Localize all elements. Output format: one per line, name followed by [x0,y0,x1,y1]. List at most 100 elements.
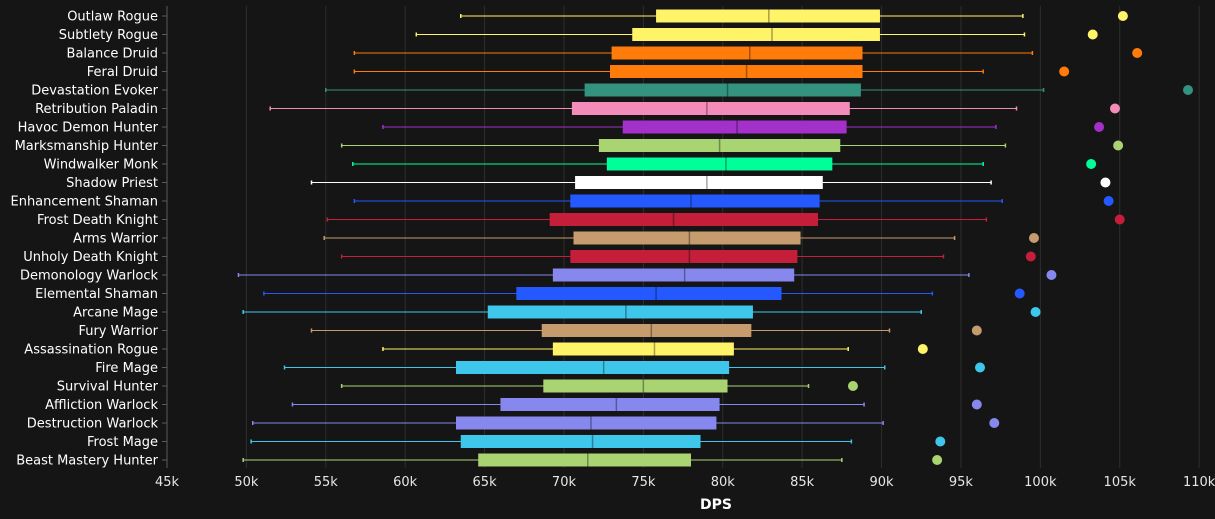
outlier-point [1086,159,1097,169]
category-label: Beast Mastery Hunter [16,454,158,469]
outlier-point [1094,122,1105,132]
iqr-box [606,157,833,171]
box-group [353,65,1070,78]
iqr-box [455,416,717,430]
iqr-box [575,176,823,189]
box-group [242,305,1041,319]
category-label: Balance Druid [67,47,158,62]
iqr-box [541,324,752,337]
iqr-box [549,213,819,226]
x-tick-label: 80k [711,475,736,490]
box-group [325,83,1194,97]
outlier-point [989,418,1000,428]
box-group [251,416,1000,430]
category-label: Havoc Demon Hunter [18,121,159,136]
outlier-point [1030,307,1041,317]
outlier-point [1117,11,1128,21]
x-tick-label: 60k [393,475,418,490]
category-label: Survival Hunter [57,380,159,395]
outlier-point [974,362,985,373]
iqr-box [455,361,730,374]
iqr-box [584,83,861,97]
x-tick-label: 75k [631,475,656,490]
category-label: Devastation Evoker [31,84,158,99]
outlier-point [847,381,858,391]
outlier-point [1087,29,1098,40]
box-group [340,379,858,393]
outlier-point [1025,251,1036,262]
box-group [269,102,1120,115]
box-group [310,324,982,337]
category-label: Destruction Warlock [27,417,159,432]
outlier-point [932,455,943,465]
iqr-box [573,231,801,245]
iqr-box [500,398,720,411]
x-tick-label: 50k [234,475,259,490]
iqr-box [610,65,863,78]
x-tick-label: 55k [314,475,339,490]
box-group [263,287,1025,300]
iqr-box [487,305,753,319]
box-group [353,194,1114,208]
outlier-point [917,344,928,354]
category-label: Marksmanship Hunter [15,139,159,154]
box-group [237,268,1057,282]
iqr-box [656,9,880,23]
iqr-box [598,139,841,152]
x-tick-label: 105k [1104,475,1137,490]
category-label: Retribution Paladin [35,102,158,117]
category-label: Affliction Warlock [45,398,158,413]
iqr-box [570,194,820,208]
category-label: Fury Warrior [78,324,158,339]
box-group [352,157,1097,171]
iqr-box [611,46,863,60]
x-axis-title: DPS [700,497,732,513]
box-group [340,139,1124,152]
x-tick-label: 70k [552,475,577,490]
outlier-point [935,436,946,447]
outlier-point [1059,66,1070,77]
iqr-box [571,102,850,115]
outlier-point [1114,214,1125,225]
iqr-box [460,435,701,448]
box-group [291,398,982,411]
outlier-point [1100,177,1111,188]
iqr-box [552,268,795,282]
box-group [353,46,1143,60]
iqr-box [516,287,782,300]
category-label: Subtlety Rogue [59,28,158,43]
box-group [382,120,1105,134]
box-group [250,435,946,448]
outlier-point [1103,196,1114,206]
category-label: Frost Death Knight [37,213,158,228]
outlier-point [1113,140,1124,151]
category-label: Arcane Mage [73,306,158,321]
category-label: Outlaw Rogue [67,10,158,25]
outlier-point [971,399,982,410]
box-group [310,176,1111,189]
category-label: Feral Druid [87,65,158,80]
outlier-point [1183,85,1194,95]
outlier-point [1046,270,1057,280]
grid-lines [166,6,1200,468]
box-group [242,453,943,467]
x-tick-label: 100k [1024,475,1057,490]
box-group [382,342,928,356]
box-group [323,231,1039,245]
iqr-box [552,342,734,356]
x-tick-label: 45k [155,475,180,490]
outlier-point [971,325,982,336]
category-label: Demonology Warlock [20,269,159,284]
category-label: Fire Mage [95,361,158,376]
outlier-point [1028,233,1039,243]
box-group [340,250,1036,263]
x-tick-labels: 45k 50k 55k 60k 65k 70k 75k 80k 85k 90k 95k 100k 105… [155,475,1215,490]
outlier-point [1014,288,1025,299]
iqr-box [543,379,728,393]
category-label: Elemental Shaman [35,287,158,302]
box-series [237,9,1194,467]
x-tick-label: 110k [1183,475,1215,490]
category-label: Frost Mage [87,435,158,450]
box-group [415,28,1098,41]
